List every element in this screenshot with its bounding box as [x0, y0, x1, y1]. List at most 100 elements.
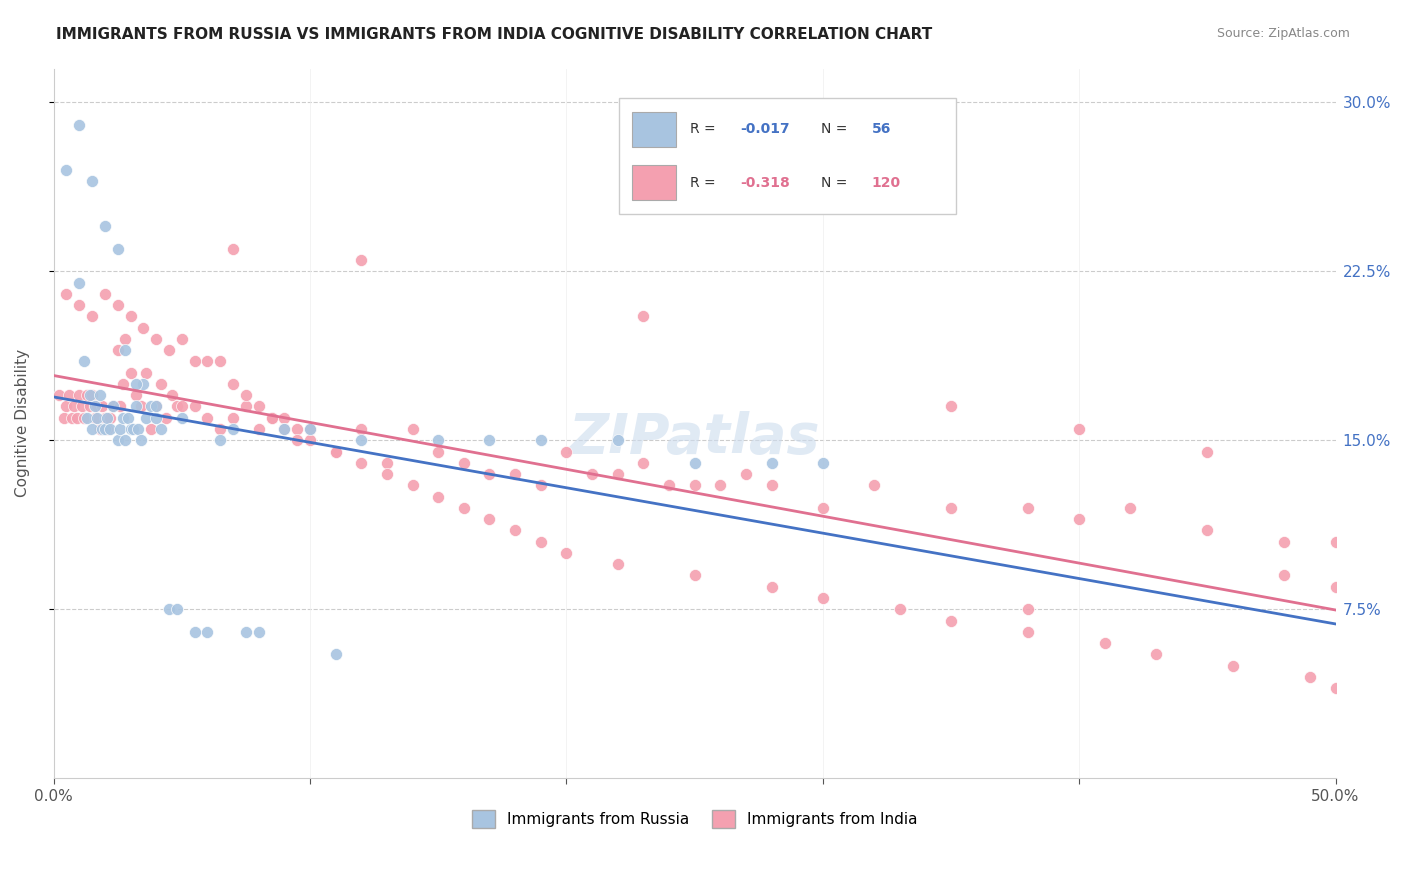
Point	[107, 434, 129, 448]
Point	[73, 354, 96, 368]
Point	[139, 422, 162, 436]
Text: R =: R =	[689, 176, 720, 190]
Point	[145, 332, 167, 346]
Point	[124, 400, 146, 414]
Point	[63, 400, 86, 414]
Point	[150, 376, 173, 391]
Point	[863, 478, 886, 492]
Point	[478, 512, 501, 526]
Point	[1144, 648, 1167, 662]
Point	[298, 434, 321, 448]
Point	[222, 376, 245, 391]
Point	[79, 388, 101, 402]
Point	[658, 478, 681, 492]
Point	[197, 354, 219, 368]
Text: IMMIGRANTS FROM RUSSIA VS IMMIGRANTS FROM INDIA COGNITIVE DISABILITY CORRELATION: IMMIGRANTS FROM RUSSIA VS IMMIGRANTS FRO…	[56, 27, 932, 42]
Point	[683, 568, 706, 582]
Point	[375, 467, 398, 481]
Legend: Immigrants from Russia, Immigrants from India: Immigrants from Russia, Immigrants from …	[465, 804, 924, 834]
Point	[114, 343, 136, 358]
Point	[76, 388, 98, 402]
Point	[222, 242, 245, 256]
Point	[94, 219, 117, 234]
Point	[298, 422, 321, 436]
Point	[235, 624, 257, 639]
Point	[80, 174, 103, 188]
Point	[1017, 500, 1039, 515]
Point	[183, 624, 205, 639]
Point	[1324, 681, 1347, 695]
Point	[117, 410, 139, 425]
Point	[285, 434, 308, 448]
Text: R =: R =	[689, 122, 720, 136]
Point	[94, 286, 117, 301]
Point	[127, 422, 149, 436]
Point	[111, 376, 134, 391]
Point	[350, 422, 373, 436]
Point	[285, 422, 308, 436]
Text: 120: 120	[872, 176, 901, 190]
Point	[581, 467, 603, 481]
Point	[427, 490, 450, 504]
Point	[503, 524, 526, 538]
Point	[209, 434, 232, 448]
Point	[132, 376, 155, 391]
Point	[530, 478, 553, 492]
Point	[478, 467, 501, 481]
Point	[811, 456, 834, 470]
Point	[94, 410, 117, 425]
Text: Source: ZipAtlas.com: Source: ZipAtlas.com	[1216, 27, 1350, 40]
Text: -0.017: -0.017	[740, 122, 790, 136]
Point	[67, 276, 90, 290]
Point	[683, 478, 706, 492]
Point	[139, 400, 162, 414]
Point	[247, 624, 270, 639]
Point	[298, 422, 321, 436]
Point	[145, 400, 167, 414]
Point	[52, 410, 75, 425]
Point	[1197, 444, 1219, 458]
Point	[110, 400, 132, 414]
Point	[120, 366, 142, 380]
Point	[811, 500, 834, 515]
Point	[273, 422, 295, 436]
Point	[145, 400, 167, 414]
Point	[120, 422, 142, 436]
Point	[111, 410, 134, 425]
Point	[129, 400, 152, 414]
Point	[633, 456, 655, 470]
Point	[120, 310, 142, 324]
Point	[89, 422, 111, 436]
Point	[478, 434, 501, 448]
Point	[273, 422, 295, 436]
Point	[1094, 636, 1116, 650]
Point	[135, 410, 157, 425]
Point	[222, 410, 245, 425]
Point	[222, 422, 245, 436]
Point	[129, 434, 152, 448]
Point	[247, 400, 270, 414]
Point	[209, 354, 232, 368]
Point	[1069, 422, 1091, 436]
Point	[273, 410, 295, 425]
Point	[453, 456, 475, 470]
Point	[325, 444, 347, 458]
Bar	[633, 112, 676, 147]
Text: N =: N =	[821, 176, 852, 190]
Point	[350, 253, 373, 268]
Point	[606, 434, 628, 448]
Point	[91, 422, 114, 436]
Point	[96, 410, 118, 425]
Point	[633, 310, 655, 324]
FancyBboxPatch shape	[619, 98, 956, 214]
Point	[555, 444, 578, 458]
Point	[67, 118, 90, 132]
Point	[110, 422, 132, 436]
Point	[145, 410, 167, 425]
Point	[761, 478, 783, 492]
Point	[48, 388, 70, 402]
Point	[197, 410, 219, 425]
Text: ZIPatlas: ZIPatlas	[569, 410, 820, 465]
Point	[197, 624, 219, 639]
Point	[811, 591, 834, 605]
